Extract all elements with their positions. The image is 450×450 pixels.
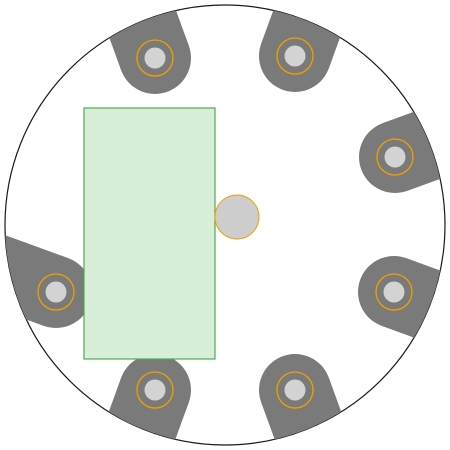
- mounting-hole: [45, 281, 67, 303]
- tab-bottom-left: [97, 354, 191, 445]
- hole-ring: [276, 37, 314, 75]
- mounting-hole: [383, 281, 405, 303]
- tab-right-upper: [359, 99, 445, 193]
- tab-top-left-outer: [97, 5, 191, 94]
- tab-top-right-outer: [259, 5, 353, 92]
- tab-bottom-right: [259, 354, 353, 445]
- hole-ring: [136, 371, 174, 409]
- mounting-hole: [384, 146, 406, 168]
- tab-right-lower: [358, 256, 445, 350]
- green-panel: [83, 107, 216, 360]
- hole-ring: [376, 138, 414, 176]
- mounting-hole: [144, 379, 166, 401]
- hole-ring: [276, 371, 314, 409]
- hole-ring: [136, 39, 174, 77]
- hole-ring: [37, 273, 75, 311]
- center-hole: [214, 194, 260, 240]
- tab-left: [5, 234, 92, 328]
- mounting-hole: [284, 379, 306, 401]
- mounting-hole: [284, 45, 306, 67]
- hole-ring: [375, 273, 413, 311]
- mounting-hole: [144, 47, 166, 69]
